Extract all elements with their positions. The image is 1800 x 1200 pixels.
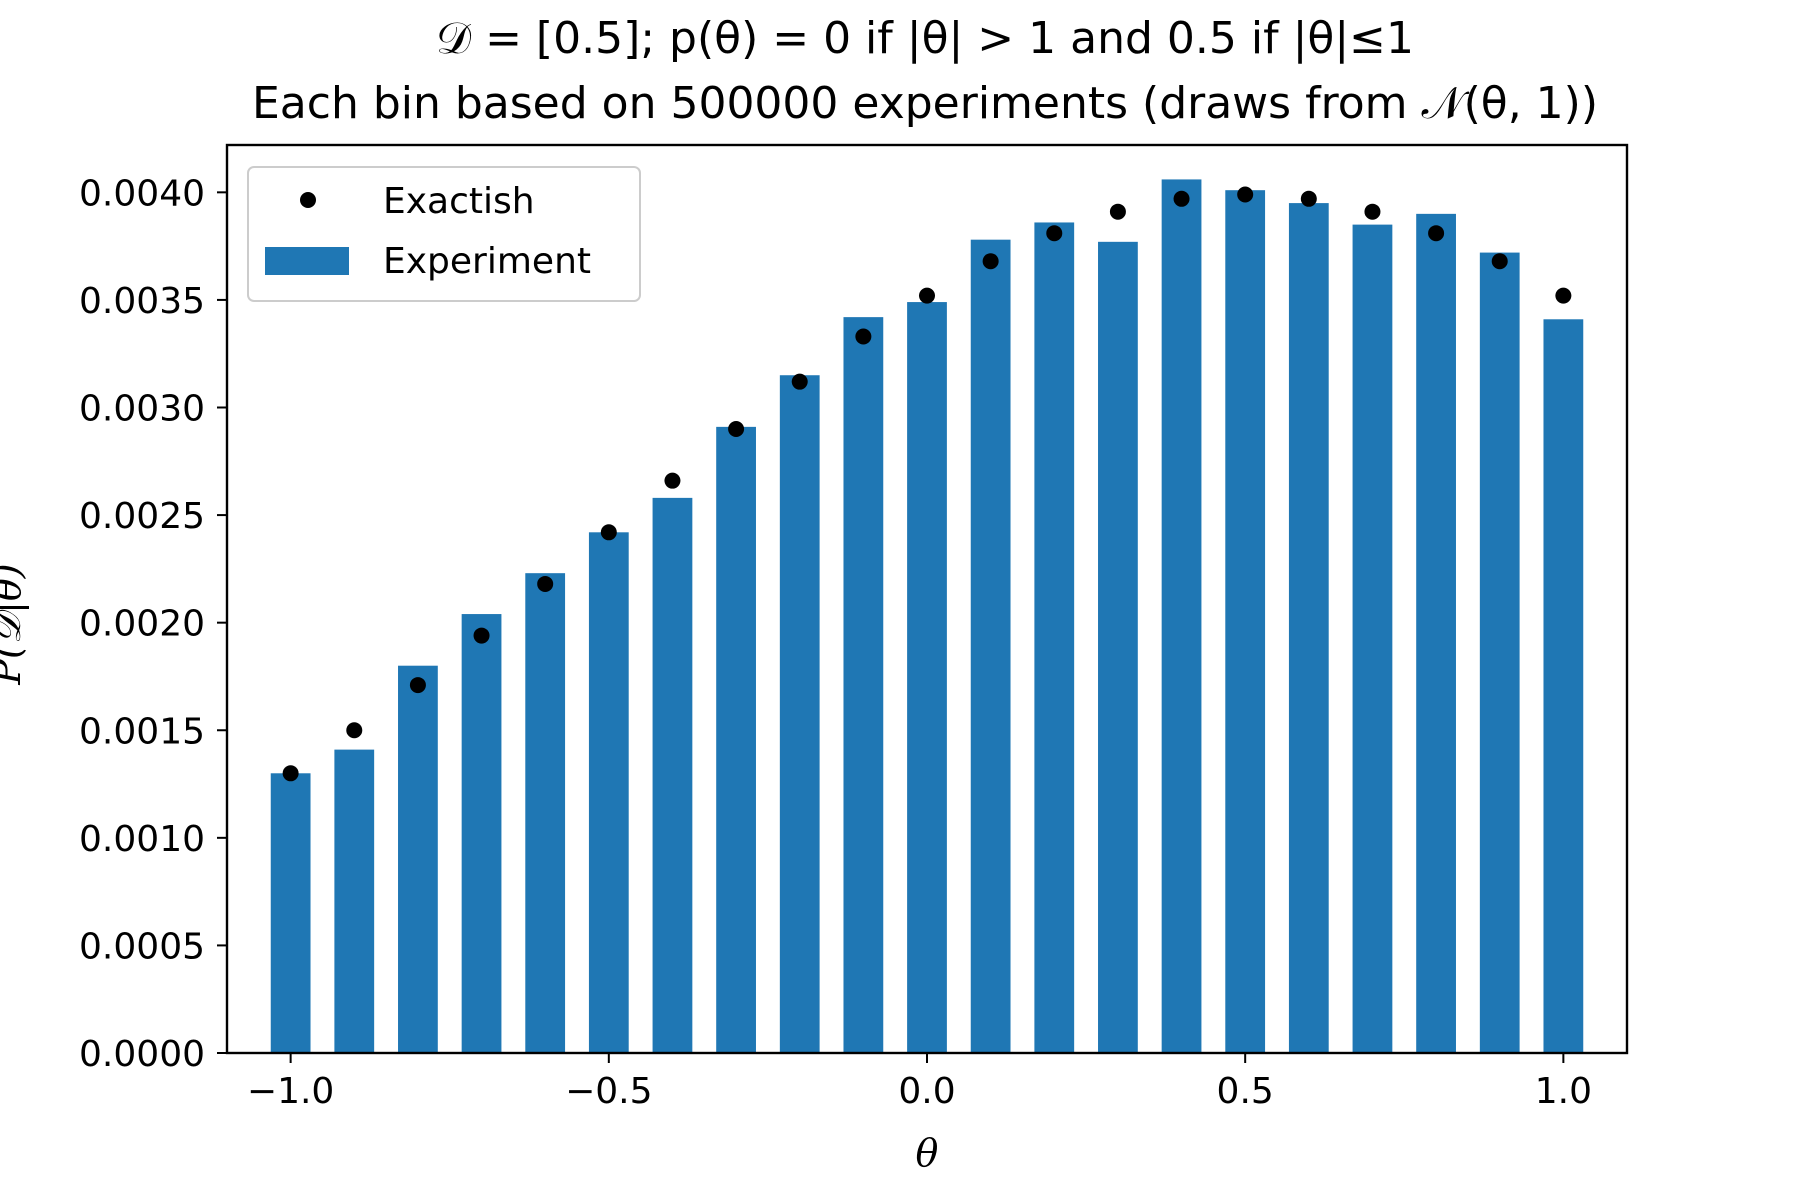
bar-experiment [843,317,884,1053]
point-exactish [1046,225,1063,242]
bar-experiment [525,573,566,1053]
point-exactish [409,677,426,694]
bars-layer [270,179,1584,1054]
y-tick-label: 0.0040 [79,173,205,214]
point-exactish [282,765,299,782]
point-exactish [728,421,745,438]
point-exactish [600,524,617,541]
point-exactish [1300,190,1317,207]
y-tick-label: 0.0000 [79,1034,205,1075]
bar-experiment [1161,179,1202,1054]
point-exactish [473,627,490,644]
bar-experiment [1479,252,1520,1053]
y-tick-label: 0.0025 [79,496,205,537]
legend-label-experiment: Experiment [383,241,591,282]
bar-experiment [398,665,438,1053]
points-layer [282,186,1572,782]
point-exactish [1491,253,1508,270]
point-exactish [1173,190,1190,207]
point-exactish [664,472,681,489]
bar-experiment [588,532,629,1053]
chart-title: 𝒟 = [0.5]; p(θ) = 0 if |θ| > 1 and 0.5 i… [436,13,1414,64]
bar-experiment [270,773,311,1053]
y-tick-label: 0.0035 [79,281,205,322]
y-tick-label: 0.0015 [79,711,205,752]
point-exactish [346,722,363,739]
x-axis-label: θ [916,1131,939,1175]
y-tick-label: 0.0005 [79,926,205,967]
bar-experiment [716,426,756,1053]
legend: Exactish Experiment [247,166,641,302]
point-exactish [982,253,999,270]
bar-experiment [1034,222,1075,1053]
bar-experiment [779,375,820,1053]
x-tick-label: 0.0 [898,1071,955,1112]
x-axis: −1.0 −0.5 0.0 0.5 1.0 [247,1053,1592,1112]
bar-experiment [1416,213,1456,1053]
y-axis: 0.0000 0.0005 0.0010 0.0015 0.0020 0.0025 0.00… [79,173,227,1075]
y-axis-label: P(𝒟|θ) [0,563,29,685]
point-exactish [919,287,935,304]
point-exactish [537,575,554,592]
chart-subtitle: Each bin based on 500000 experiments (dr… [252,78,1598,129]
x-tick-label: −1.0 [247,1071,334,1112]
legend-marker-experiment [265,247,349,275]
y-tick-label: 0.0010 [79,819,205,860]
point-exactish [791,373,808,390]
x-tick-label: −0.5 [565,1071,652,1112]
bar-experiment [907,302,947,1054]
bar-experiment [1352,224,1393,1053]
x-tick-label: 1.0 [1535,1071,1592,1112]
bar-experiment [461,614,502,1053]
point-exactish [1364,203,1381,220]
bar-experiment [334,749,375,1053]
point-exactish [1109,203,1126,220]
legend-marker-exactish [300,192,316,208]
legend-label-exactish: Exactish [383,181,535,222]
bar-experiment [652,497,693,1053]
bar-experiment [970,239,1011,1054]
bar-experiment [1288,203,1329,1053]
point-exactish [1428,225,1445,242]
bar-experiment [1543,319,1584,1053]
x-tick-label: 0.5 [1217,1071,1274,1112]
point-exactish [1237,186,1254,203]
point-exactish [855,328,872,345]
bar-experiment [1098,241,1138,1053]
y-tick-label: 0.0020 [79,604,205,645]
point-exactish [1555,287,1572,304]
bar-experiment [1225,190,1266,1054]
y-tick-label: 0.0030 [79,389,205,430]
